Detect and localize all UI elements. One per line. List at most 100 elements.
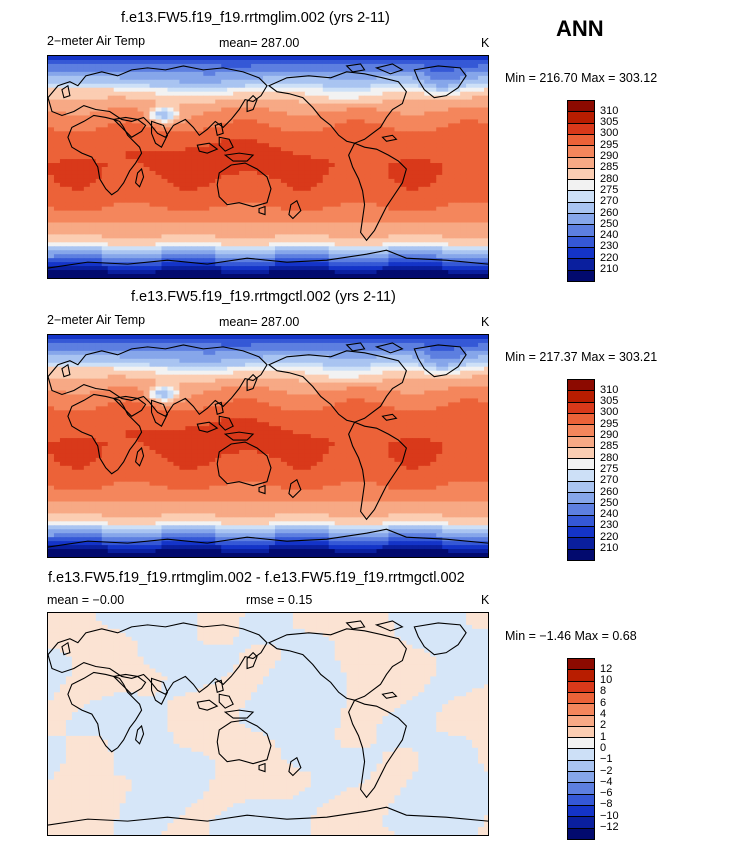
colorbar-tick-label: 250 [600, 496, 619, 509]
panel-3-coastline [223, 709, 255, 719]
colorbar-swatch [567, 133, 595, 146]
colorbar-swatch [567, 424, 595, 436]
panel-1-coastline [413, 65, 467, 99]
panel-1-coastline [218, 136, 234, 152]
colorbar-swatch [567, 725, 595, 738]
colorbar-tick-label: 4 [600, 708, 607, 720]
panel-2-coastline [135, 446, 145, 467]
panel-3-colorbar [567, 658, 595, 840]
colorbar-tick-label: 0 [600, 741, 607, 754]
panel-2-coastline [246, 373, 258, 392]
colorbar-tick-label: 220 [600, 251, 619, 264]
colorbar-tick-label: 300 [600, 127, 619, 140]
colorbar-tick-label: 6 [600, 696, 607, 709]
panel-2-coastline [288, 478, 302, 499]
colorbar-swatch [567, 246, 595, 259]
colorbar-swatch [567, 435, 595, 448]
colorbar-swatch [567, 537, 595, 549]
colorbar-tick-label: 8 [600, 685, 607, 698]
panel-1-coastline [196, 142, 219, 154]
panel-2-coastline [112, 395, 147, 417]
colorbar-swatch [567, 804, 595, 817]
colorbar-swatch [567, 224, 595, 236]
panel-2-coastline [223, 431, 255, 441]
colorbar-swatch [567, 156, 595, 169]
colorbar-swatch [567, 771, 595, 783]
colorbar-swatch [567, 213, 595, 225]
panel-3-coastline [61, 641, 71, 656]
panel-2-mean-label: mean= 287.00 [219, 315, 300, 329]
colorbar-tick-label: −10 [600, 809, 619, 822]
colorbar-swatch [567, 100, 595, 112]
panel-2-coastline [150, 399, 169, 427]
season-label: ANN [556, 16, 604, 41]
panel-2-coastline [381, 413, 398, 421]
panel-2-variable-label: 2−meter Air Temp [47, 313, 146, 327]
panel-2-coastline [214, 401, 224, 415]
colorbar-swatch [567, 190, 595, 203]
panel-3-coastline [214, 679, 224, 693]
colorbar-tick-label: 275 [600, 462, 619, 475]
panel-2-units: K [481, 315, 490, 329]
panel-1-units: K [481, 36, 490, 50]
panel-2-coastline [48, 344, 268, 417]
panel-1-minmax: Min = 216.70 Max = 303.12 [505, 71, 658, 85]
colorbar-swatch [567, 145, 595, 157]
panel-1-coastline [288, 199, 302, 220]
panel-1-coastline [135, 167, 145, 188]
colorbar-tick-label: 285 [600, 440, 619, 453]
colorbar-tick-label: 280 [600, 451, 619, 464]
panel-2-title: f.e13.FW5.f19_f19.rrtmgctl.002 (yrs 2-11… [131, 289, 396, 305]
panel-2-coastline [267, 350, 407, 423]
colorbar-tick-label: −1 [600, 753, 613, 766]
colorbar-swatch [567, 525, 595, 538]
colorbar-tick-label: 310 [600, 383, 619, 396]
panel-1-coastline [223, 152, 255, 162]
panel-1-map-svg [48, 56, 488, 278]
panel-3-coastline [381, 691, 398, 699]
panel-2-coastline [48, 528, 488, 548]
panel-1-coastline [258, 205, 266, 216]
panel-2-colorbar [567, 379, 595, 561]
colorbar-tick-label: 10 [600, 674, 613, 687]
colorbar-swatch [567, 390, 595, 402]
colorbar-tick-label: 285 [600, 161, 619, 174]
panel-1-coastline [61, 84, 71, 99]
panel-1-colorbar [567, 100, 595, 282]
panel-3-coastline [413, 622, 467, 656]
colorbar-swatch [567, 179, 595, 191]
colorbar-swatch [567, 816, 595, 828]
colorbar-swatch [567, 782, 595, 794]
colorbar-tick-label: 305 [600, 116, 619, 129]
colorbar-swatch [567, 548, 595, 561]
panel-3-coastline [216, 719, 272, 765]
colorbar-tick-label: 240 [600, 508, 619, 521]
panel-1-coastline [48, 65, 268, 138]
colorbar-tick-label: 240 [600, 229, 619, 242]
panel-2-coastline [345, 342, 366, 352]
colorbar-swatch [567, 669, 595, 681]
panel-1-map [47, 55, 489, 279]
colorbar-tick-label: 275 [600, 183, 619, 196]
panel-3-title: f.e13.FW5.f19_f19.rrtmglim.002 - f.e13.F… [48, 570, 465, 586]
colorbar-swatch [567, 122, 595, 135]
colorbar-tick-label: −6 [600, 787, 613, 800]
colorbar-swatch [567, 111, 595, 123]
panel-3-mean-label: mean = −0.00 [47, 593, 125, 607]
colorbar-tick-label: 300 [600, 406, 619, 419]
panel-2-coastline [216, 441, 272, 487]
panel-3-map [47, 612, 489, 836]
colorbar-swatch [567, 167, 595, 180]
panel-2-coastline [348, 421, 407, 521]
colorbar-swatch [567, 514, 595, 527]
colorbar-tick-label: 210 [600, 542, 619, 554]
panel-1-coastline [348, 142, 407, 242]
colorbar-swatch [567, 503, 595, 515]
panel-2-coastline [196, 421, 219, 433]
colorbar-tick-label: 260 [600, 206, 619, 219]
colorbar-tick-label: −2 [600, 764, 613, 777]
colorbar-swatch [567, 458, 595, 470]
panel-1-mean-label: mean= 287.00 [219, 36, 300, 50]
colorbar-tick-label: −4 [600, 775, 613, 788]
panel-3-coastline [218, 693, 234, 709]
